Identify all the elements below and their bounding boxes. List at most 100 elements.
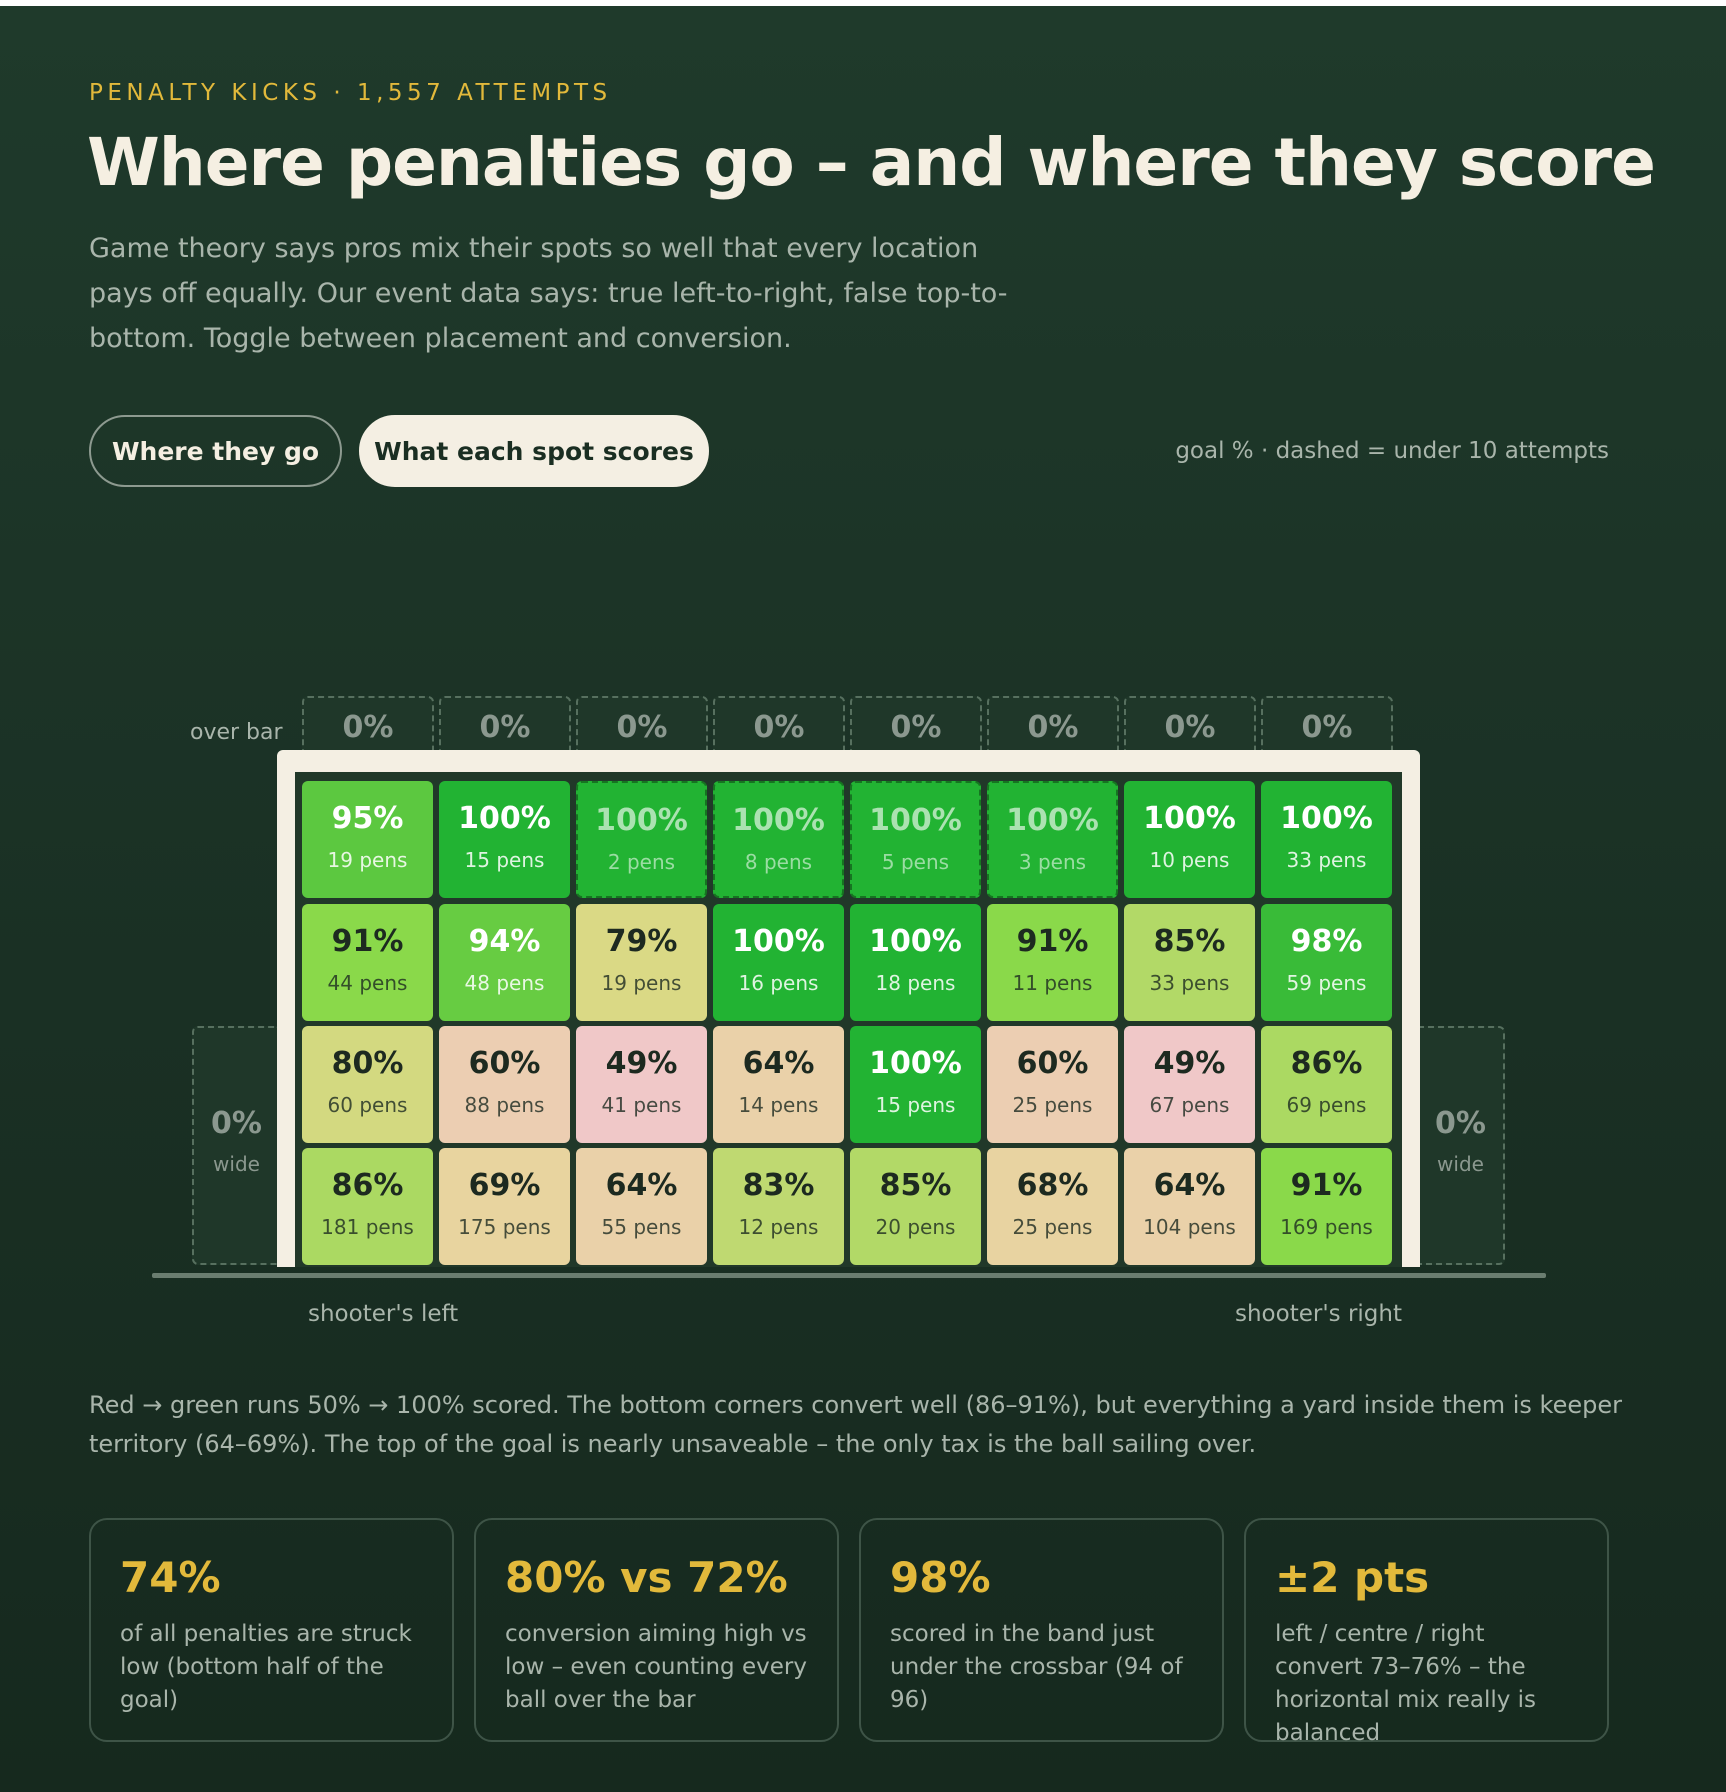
cell-goal-pct: 95% [331,801,404,836]
cell-goal-pct: 64% [1153,1168,1226,1203]
over-bar-cell: 0% [302,696,434,756]
cell-attempt-count: 25 pens [1012,1215,1093,1239]
cell-attempt-count: 169 pens [1280,1215,1373,1239]
cell-attempt-count: 44 pens [327,971,408,995]
heatmap-cell: 64% 14 pens [713,1026,844,1143]
stat-description: left / centre / right convert 73–76% – t… [1275,1621,1537,1746]
cell-goal-pct: 86% [331,1168,404,1203]
cell-goal-pct: 69% [468,1168,541,1203]
over-bar-cell: 0% [1261,696,1393,756]
cell-goal-pct: 60% [468,1046,541,1081]
stat-value: 80% vs 72% [505,1553,788,1602]
wide-right-label: wide [1437,1152,1484,1176]
cell-goal-pct: 91% [1290,1168,1363,1203]
cell-attempt-count: 3 pens [1018,850,1087,874]
page: PENALTY KICKS · 1,557 ATTEMPTS Where pen… [0,6,1726,1792]
over-bar-label: over bar [190,720,283,745]
cell-goal-pct: 100% [869,924,962,959]
cell-goal-pct: 49% [605,1046,678,1081]
over-bar-cell: 0% [439,696,571,756]
cell-attempt-count: 59 pens [1286,971,1367,995]
heatmap-cell: 79% 19 pens [576,904,707,1021]
heatmap-cell: 60% 88 pens [439,1026,570,1143]
heatmap-cell: 100% 8 pens [713,781,844,898]
toggle-what-each-spot-scores-button[interactable]: What each spot scores [359,415,709,487]
heatmap-cell: 100% 2 pens [576,781,707,898]
cell-goal-pct: 85% [879,1168,952,1203]
cell-attempt-count: 55 pens [601,1215,682,1239]
cell-attempt-count: 69 pens [1286,1093,1367,1117]
cell-goal-pct: 83% [742,1168,815,1203]
cell-goal-pct: 100% [595,803,688,838]
cell-attempt-count: 104 pens [1143,1215,1236,1239]
cell-attempt-count: 48 pens [464,971,545,995]
heatmap-cell: 49% 41 pens [576,1026,707,1143]
heatmap-cell: 100% 3 pens [987,781,1118,898]
cell-goal-pct: 64% [605,1168,678,1203]
over-bar-cell: 0% [1124,696,1256,756]
heatmap-cell: 64% 104 pens [1124,1148,1255,1265]
cell-attempt-count: 14 pens [738,1093,819,1117]
toggle-where-they-go-button[interactable]: Where they go [89,415,342,487]
heatmap-cell: 100% 15 pens [850,1026,981,1143]
heatmap-cell: 91% 11 pens [987,904,1118,1021]
cell-attempt-count: 88 pens [464,1093,545,1117]
cell-attempt-count: 15 pens [875,1093,956,1117]
cell-attempt-count: 41 pens [601,1093,682,1117]
kicker: PENALTY KICKS · 1,557 ATTEMPTS [89,80,612,106]
cell-goal-pct: 86% [1290,1046,1363,1081]
heatmap-cell: 95% 19 pens [302,781,433,898]
cell-goal-pct: 100% [1006,803,1099,838]
stat-description: of all penalties are struck low (bottom … [120,1621,412,1713]
cell-goal-pct: 49% [1153,1046,1226,1081]
wide-right-zone: 0% wide [1418,1026,1505,1265]
cell-attempt-count: 16 pens [738,971,819,995]
stat-card: 74% of all penalties are struck low (bot… [89,1518,454,1742]
cell-goal-pct: 68% [1016,1168,1089,1203]
cell-goal-pct: 79% [605,924,678,959]
heatmap-cell: 91% 44 pens [302,904,433,1021]
cell-attempt-count: 15 pens [464,848,545,872]
stat-value: 98% [890,1553,991,1602]
heatmap-cell: 91% 169 pens [1261,1148,1392,1265]
cell-goal-pct: 91% [331,924,404,959]
stat-description: conversion aiming high vs low – even cou… [505,1621,807,1713]
legend-note: goal % · dashed = under 10 attempts [1175,438,1609,464]
x-label-right: shooter's right [1235,1301,1402,1327]
cell-goal-pct: 100% [732,803,825,838]
cell-attempt-count: 2 pens [607,850,676,874]
cell-goal-pct: 85% [1153,924,1226,959]
ground-line [152,1273,1546,1278]
page-title: Where penalties go – and where they scor… [87,124,1656,201]
heatmap-cell: 60% 25 pens [987,1026,1118,1143]
stat-card: ±2 pts left / centre / right convert 73–… [1244,1518,1609,1746]
cell-goal-pct: 100% [458,801,551,836]
heatmap-cell: 100% 5 pens [850,781,981,898]
heatmap-cell: 94% 48 pens [439,904,570,1021]
stat-description: scored in the band just under the crossb… [890,1621,1183,1713]
heatmap-cell: 100% 16 pens [713,904,844,1021]
heatmap-cell: 100% 33 pens [1261,781,1392,898]
x-label-left: shooter's left [308,1301,459,1327]
heatmap-cell: 83% 12 pens [713,1148,844,1265]
over-bar-cell: 0% [576,696,708,756]
over-bar-cell: 0% [713,696,845,756]
heatmap-cell: 68% 25 pens [987,1148,1118,1265]
cell-attempt-count: 11 pens [1012,971,1093,995]
stat-card: 98% scored in the band just under the cr… [859,1518,1224,1742]
heatmap-cell: 80% 60 pens [302,1026,433,1143]
cell-goal-pct: 94% [468,924,541,959]
cell-attempt-count: 33 pens [1149,971,1230,995]
wide-left-zone: 0% wide [192,1026,279,1265]
over-bar-cell: 0% [850,696,982,756]
cell-attempt-count: 19 pens [327,848,408,872]
heatmap-cell: 100% 15 pens [439,781,570,898]
heatmap-cell: 98% 59 pens [1261,904,1392,1021]
stat-value: 74% [120,1553,221,1602]
chart-caption: Red → green runs 50% → 100% scored. The … [89,1391,1622,1458]
heatmap-cell: 86% 69 pens [1261,1026,1392,1143]
cell-goal-pct: 100% [869,803,962,838]
cell-attempt-count: 25 pens [1012,1093,1093,1117]
over-bar-cell: 0% [987,696,1119,756]
cell-goal-pct: 100% [732,924,825,959]
